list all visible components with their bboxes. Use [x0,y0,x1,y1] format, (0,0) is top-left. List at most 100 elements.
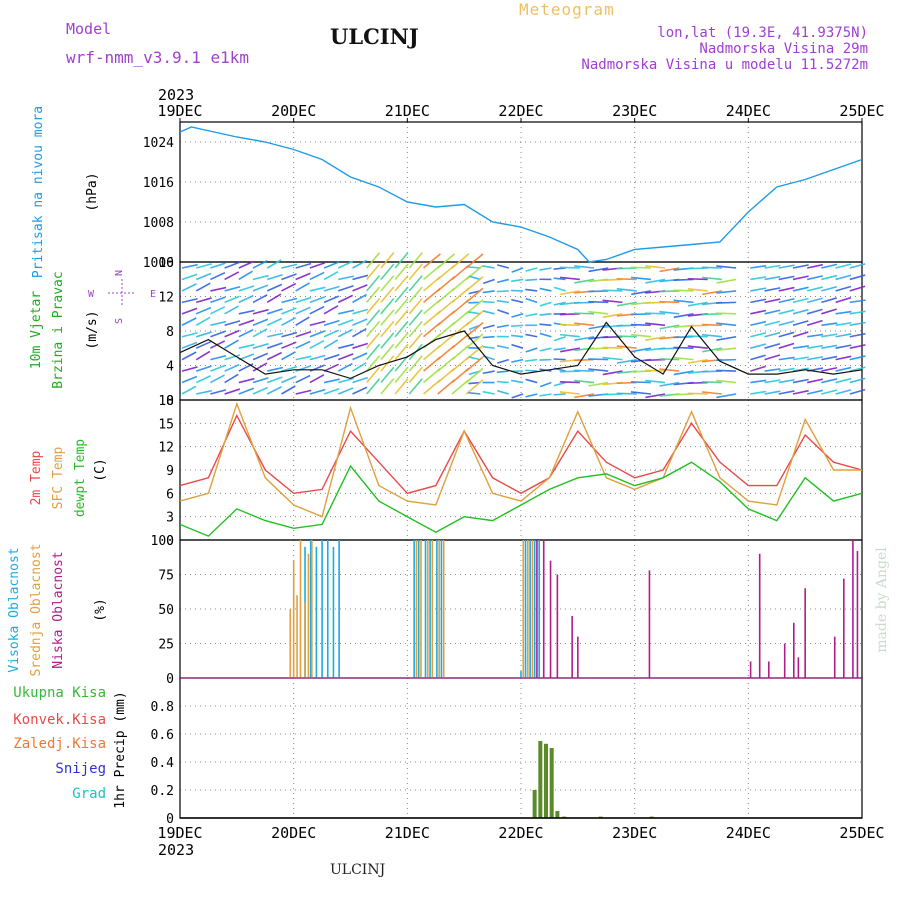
temp-line-1 [179,401,862,518]
wind-arrow [511,278,524,283]
wind-arrow [281,307,297,315]
wind-arrow [701,276,723,281]
top-time-tick-label: 21DEC [385,102,430,120]
wind-arrow [468,275,481,281]
wind-arrow [835,285,852,292]
wind-arrow [238,328,254,338]
y-tick-label: 0.2 [151,784,174,799]
wind-arrow [792,331,809,338]
wind-arrow [323,295,340,304]
wind-arrow [496,290,509,293]
y-tick-label: 15 [158,417,174,432]
wind-arrow [687,288,708,292]
top-time-tick-label: 20DEC [271,102,316,120]
bottom-time-tick-label: 20DEC [271,824,316,842]
wind-arrow [764,343,781,349]
wind-arrow [210,286,227,292]
wind-arrow [266,351,282,361]
wind-arrow [423,356,441,372]
y-tick-label: 3 [166,511,174,526]
wind-arrow [468,311,481,315]
wind-arrow [497,309,510,315]
wind-arrow [394,309,409,326]
wind-arrow [673,370,694,376]
wind-arrow [309,296,326,304]
wind-arrow [309,262,326,269]
wind-arrow [574,278,595,284]
pressure-line [179,126,863,263]
wind-arrow [352,318,368,327]
wind-arrow [252,343,269,349]
wind-arrow [716,322,737,327]
wind-arrow [750,298,767,304]
wind-arrow [210,320,227,327]
wind-arrow [525,369,538,372]
wind-arrow [423,264,441,281]
wind-arrow [252,377,269,384]
wind-arrow [807,378,823,384]
wind-arrow [338,319,354,327]
wind-arrow [716,290,737,294]
wind-arrow [821,378,838,384]
wind-arrow [645,369,666,372]
wind-arrow [645,393,666,399]
wind-arrow [659,358,680,361]
wind-arrow [238,260,254,269]
wind-arrow [195,297,212,304]
wind-arrow [496,299,509,304]
precip-bar [544,743,549,818]
wind-arrow [602,313,623,319]
wind-arrow [465,379,484,395]
y-tick-label: 100 [151,534,174,549]
temp-side-label-dewpt: dewpt Temp [73,439,88,517]
wind-arrow [295,355,312,361]
wind-arrow [525,297,538,304]
wind-arrow [764,287,781,292]
wind-arrow [266,342,283,349]
wind-arrow [380,286,395,303]
wind-arrow [602,289,623,292]
wind-arrow [835,366,852,372]
y-tick-label: 16 [158,256,174,271]
wind-arrow [701,381,722,384]
wind-arrow [673,313,694,319]
wind-arrow [792,275,809,281]
wind-arrow [423,321,441,338]
wind-arrow [849,274,866,281]
wind-arrow [778,275,795,281]
wind-arrow [659,300,680,304]
wind-arrow [630,266,651,269]
wind-arrow [807,263,823,269]
wind-arrow [616,277,637,281]
wind-arrow [559,266,580,269]
wind-arrow [380,378,395,395]
temp-side-label-2m: 2m Temp [29,450,44,505]
wind-arrow [588,300,609,304]
wind-arrow [701,391,723,395]
wind-arrow [807,356,824,361]
precip-legend-label-1: Konvek.Kisa [13,712,106,728]
wind-arrow [224,295,240,304]
wind-arrow [309,339,325,349]
wind-arrow [195,272,212,281]
wind-arrow [408,378,423,395]
wind-arrow [602,370,623,376]
wind-arrow [309,388,326,395]
wind-arrow [267,274,283,281]
wind-arrow [496,344,509,349]
wind-arrow [394,297,409,315]
wind-arrow [792,367,809,372]
top-time-tick-label: 19DEC [157,102,202,120]
wind-arrow [849,321,866,327]
wind-arrow [559,290,580,296]
wind-arrow [778,356,795,361]
wind-arrow [266,317,283,326]
wind-arrow [394,275,409,292]
precip-legend-label-2: Zaledj.Kisa [13,736,106,752]
wind-arrow [252,386,268,395]
wind-arrow [281,317,296,326]
wind-arrow [394,343,409,361]
wind-arrow [750,264,767,269]
wind-arrow [701,323,722,327]
wind-arrow [210,306,226,315]
